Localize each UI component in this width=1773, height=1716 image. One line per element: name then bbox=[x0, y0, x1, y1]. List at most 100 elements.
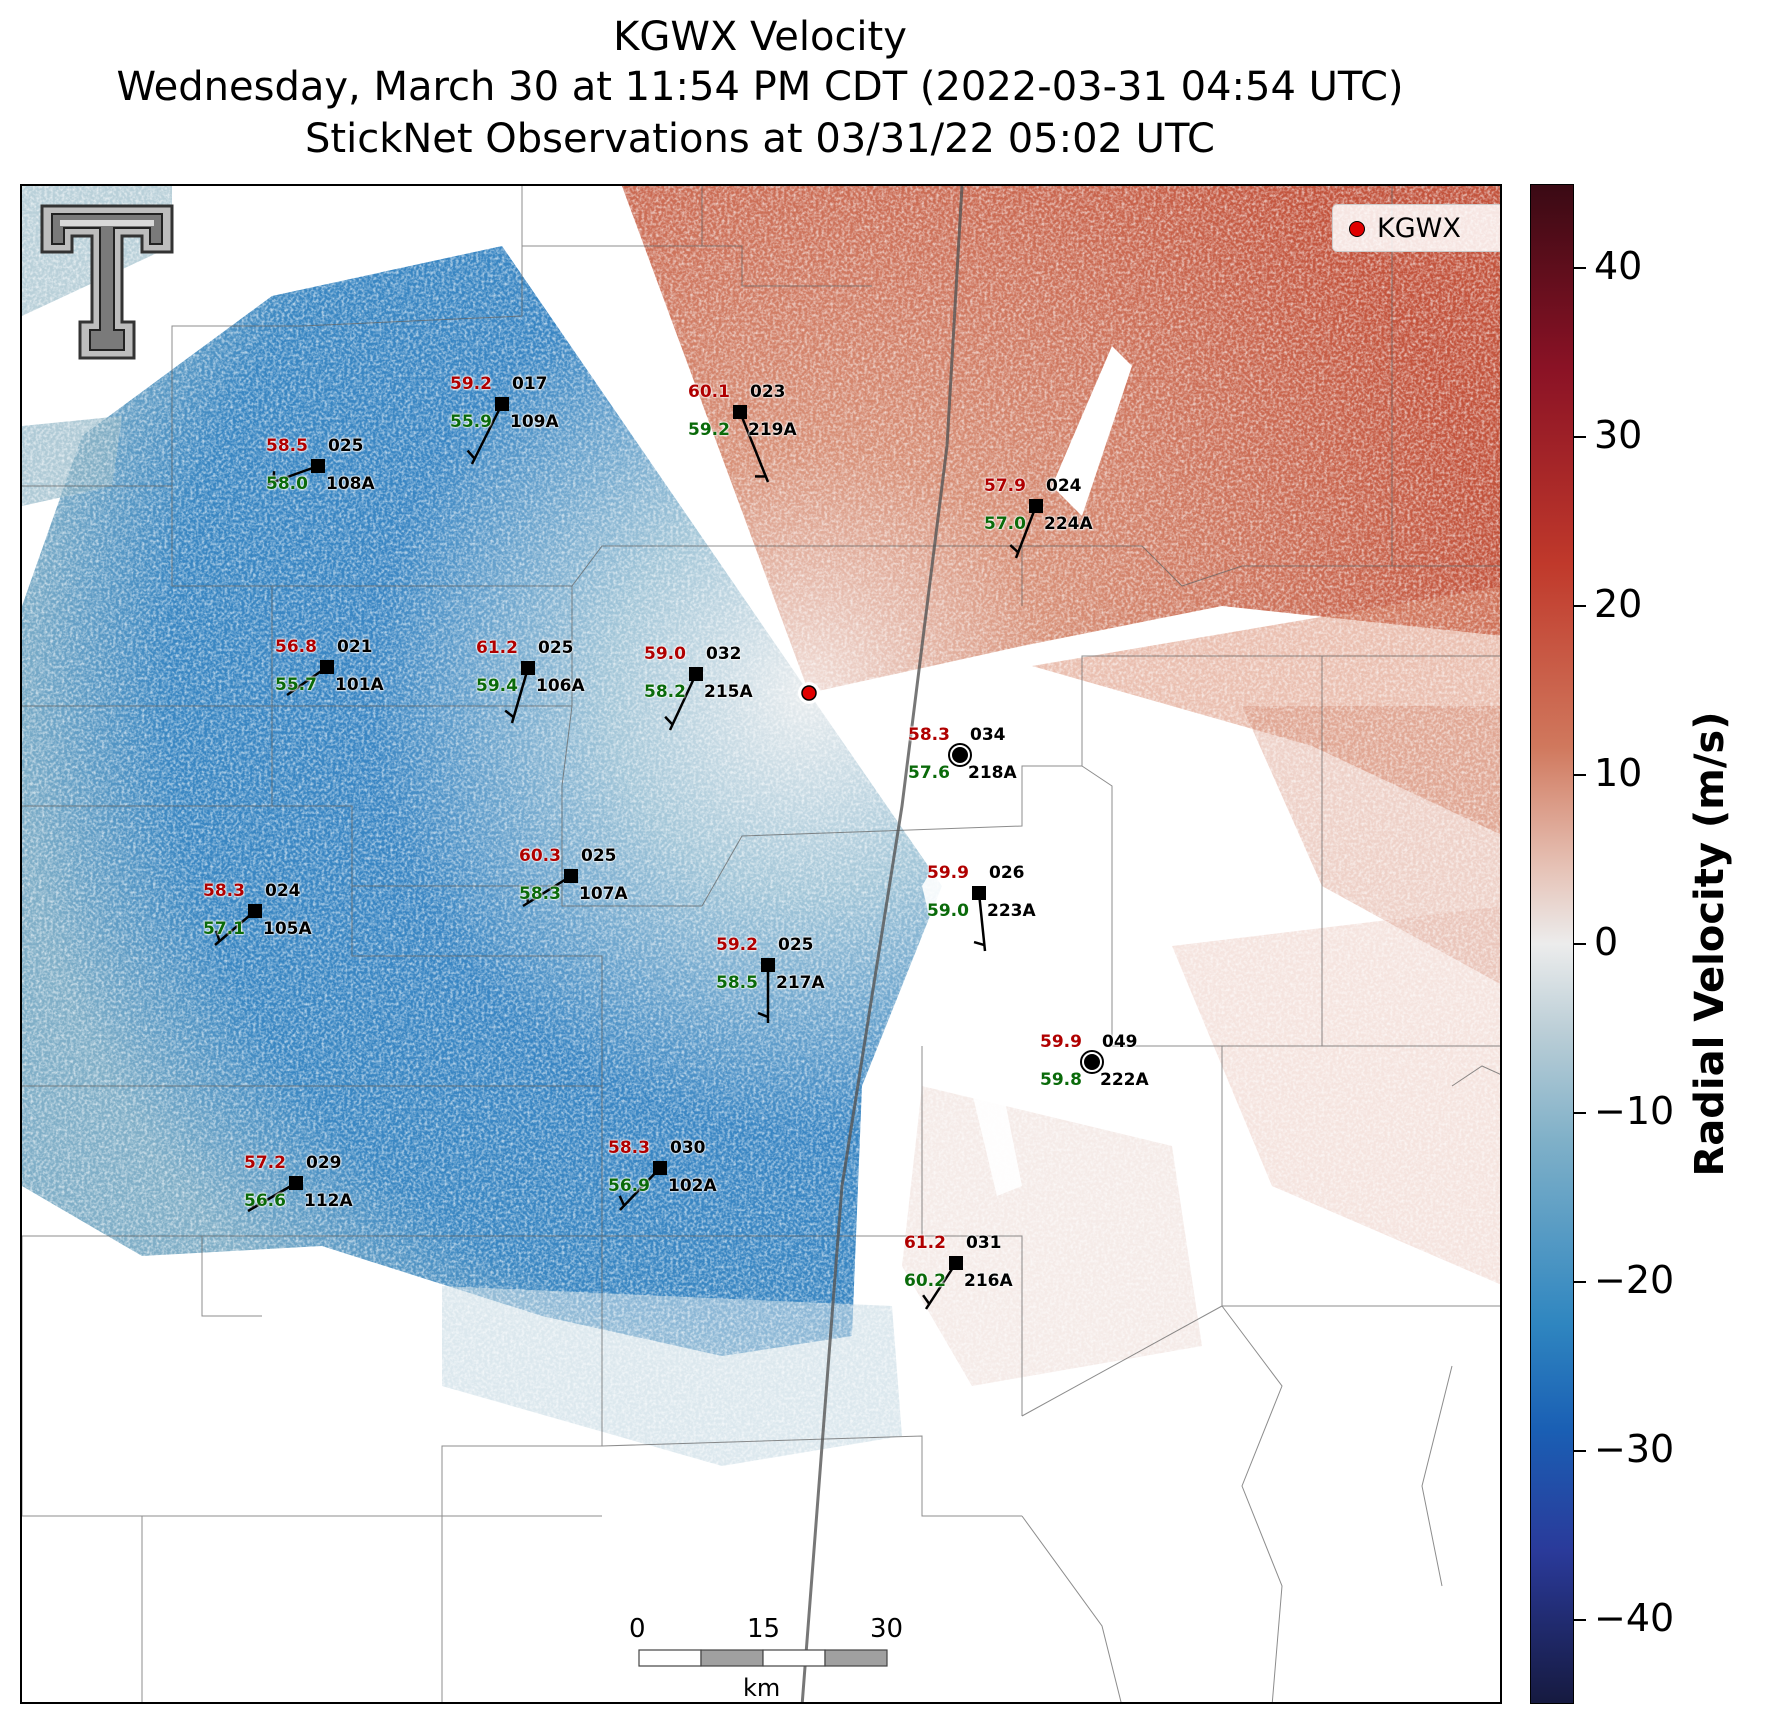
colorbar-tick-mark bbox=[1574, 1449, 1586, 1452]
station-id: 109A bbox=[510, 412, 559, 432]
station-id: 217A bbox=[776, 973, 825, 993]
station-dewpoint: 58.3 bbox=[519, 884, 561, 904]
scale-label-15: 15 bbox=[747, 1614, 781, 1644]
station-temperature: 56.8 bbox=[275, 637, 317, 657]
colorbar-tick-mark bbox=[1574, 943, 1586, 945]
station-pressure: 030 bbox=[670, 1138, 706, 1158]
colorbar-tick-mark bbox=[1574, 1618, 1586, 1621]
title-line-3: StickNet Observations at 03/31/22 05:02 … bbox=[305, 116, 1215, 162]
scale-bar bbox=[638, 1649, 888, 1667]
radar-velocity-field bbox=[22, 186, 1500, 1702]
colorbar-tick-label: −40 bbox=[1594, 1595, 1675, 1640]
station-dewpoint: 55.9 bbox=[450, 412, 492, 432]
station-pressure: 025 bbox=[778, 935, 814, 955]
station-pressure: 029 bbox=[306, 1153, 342, 1173]
colorbar-tick-mark bbox=[1574, 605, 1586, 608]
station-id: 108A bbox=[326, 474, 375, 494]
station-temperature: 59.9 bbox=[927, 863, 969, 883]
station-pressure: 021 bbox=[337, 637, 373, 657]
station-temperature: 58.3 bbox=[908, 725, 950, 745]
station-pressure: 031 bbox=[966, 1233, 1002, 1253]
station-pressure: 024 bbox=[265, 881, 301, 901]
station-dewpoint: 57.1 bbox=[203, 919, 245, 939]
station-temperature: 57.9 bbox=[984, 476, 1026, 496]
station-id: 218A bbox=[968, 763, 1017, 783]
legend: KGWX bbox=[1332, 204, 1500, 252]
station-temperature: 58.3 bbox=[203, 881, 245, 901]
colorbar-tick-label: −10 bbox=[1594, 1088, 1675, 1133]
station-dewpoint: 57.6 bbox=[908, 763, 950, 783]
colorbar-tick-label: −20 bbox=[1594, 1257, 1675, 1302]
station-dewpoint: 56.6 bbox=[244, 1191, 286, 1211]
station-dewpoint: 58.2 bbox=[644, 682, 686, 702]
station-id: 223A bbox=[987, 901, 1036, 921]
station-pressure: 034 bbox=[970, 725, 1006, 745]
station-dewpoint: 57.0 bbox=[984, 514, 1026, 534]
station-temperature: 61.2 bbox=[476, 638, 518, 658]
colorbar-tick-label: −30 bbox=[1594, 1426, 1675, 1471]
station-dewpoint: 58.5 bbox=[716, 973, 758, 993]
station-id: 106A bbox=[536, 676, 585, 696]
velocity-colorbar bbox=[1530, 184, 1574, 1704]
station-id: 215A bbox=[704, 682, 753, 702]
legend-label: KGWX bbox=[1377, 213, 1461, 244]
title-line-2: Wednesday, March 30 at 11:54 PM CDT (202… bbox=[116, 64, 1404, 110]
colorbar-tick-label: 10 bbox=[1594, 751, 1643, 796]
station-pressure: 025 bbox=[538, 638, 574, 658]
station-id: 224A bbox=[1044, 514, 1093, 534]
station-temperature: 60.1 bbox=[688, 382, 730, 402]
colorbar-tick-label: 40 bbox=[1594, 244, 1643, 289]
station-dewpoint: 56.9 bbox=[608, 1176, 650, 1196]
station-dewpoint: 58.0 bbox=[266, 474, 308, 494]
station-pressure: 025 bbox=[328, 436, 364, 456]
county-boundaries bbox=[22, 186, 1500, 1702]
texas-tech-logo bbox=[40, 204, 174, 360]
colorbar-tick-label: 20 bbox=[1594, 582, 1643, 627]
station-temperature: 59.0 bbox=[644, 644, 686, 664]
station-dewpoint: 55.7 bbox=[275, 675, 317, 695]
colorbar-tick-mark bbox=[1574, 1280, 1586, 1283]
station-temperature: 58.5 bbox=[266, 436, 308, 456]
scale-label-0: 0 bbox=[629, 1614, 646, 1644]
colorbar-tick-mark bbox=[1574, 774, 1586, 777]
kgwx-radar-site-marker[interactable] bbox=[793, 677, 825, 709]
station-dewpoint: 60.2 bbox=[904, 1271, 946, 1291]
station-id: 105A bbox=[263, 919, 312, 939]
station-pressure: 032 bbox=[706, 644, 742, 664]
station-temperature: 58.3 bbox=[608, 1138, 650, 1158]
station-dewpoint: 59.0 bbox=[927, 901, 969, 921]
station-pressure: 024 bbox=[1046, 476, 1082, 496]
title-line-1: KGWX Velocity bbox=[613, 14, 907, 60]
colorbar-tick-label: 0 bbox=[1594, 920, 1619, 964]
station-dewpoint: 59.4 bbox=[476, 676, 518, 696]
station-dewpoint: 59.2 bbox=[688, 420, 730, 440]
station-temperature: 59.9 bbox=[1040, 1032, 1082, 1052]
station-id: 102A bbox=[668, 1176, 717, 1196]
station-id: 107A bbox=[579, 884, 628, 904]
colorbar-tick-label: 30 bbox=[1594, 413, 1643, 458]
station-pressure: 049 bbox=[1102, 1032, 1138, 1052]
station-temperature: 57.2 bbox=[244, 1153, 286, 1173]
station-temperature: 59.2 bbox=[716, 935, 758, 955]
colorbar-label: Radial Velocity (m/s) bbox=[1687, 711, 1733, 1177]
station-id: 216A bbox=[964, 1271, 1013, 1291]
station-id: 112A bbox=[304, 1191, 353, 1211]
state-boundary bbox=[800, 186, 964, 1702]
kgwx-legend-marker bbox=[1349, 221, 1365, 237]
station-id: 101A bbox=[335, 675, 384, 695]
scale-unit: km bbox=[743, 1674, 781, 1702]
colorbar-tick-mark bbox=[1574, 436, 1586, 439]
station-pressure: 023 bbox=[750, 382, 786, 402]
colorbar-tick-mark bbox=[1574, 1111, 1586, 1114]
station-id: 219A bbox=[748, 420, 797, 440]
station-pressure: 026 bbox=[989, 863, 1025, 883]
colorbar-tick-mark bbox=[1574, 267, 1586, 270]
station-temperature: 59.2 bbox=[450, 374, 492, 394]
station-temperature: 60.3 bbox=[519, 846, 561, 866]
station-temperature: 61.2 bbox=[904, 1233, 946, 1253]
radar-map[interactable]: KGWX 59.2 017 55.9 109A 60.1 023 59.2 219A 58.5 0… bbox=[20, 184, 1502, 1704]
station-pressure: 017 bbox=[512, 374, 548, 394]
scale-label-30: 30 bbox=[870, 1614, 904, 1644]
station-id: 222A bbox=[1100, 1070, 1149, 1090]
station-pressure: 025 bbox=[581, 846, 617, 866]
